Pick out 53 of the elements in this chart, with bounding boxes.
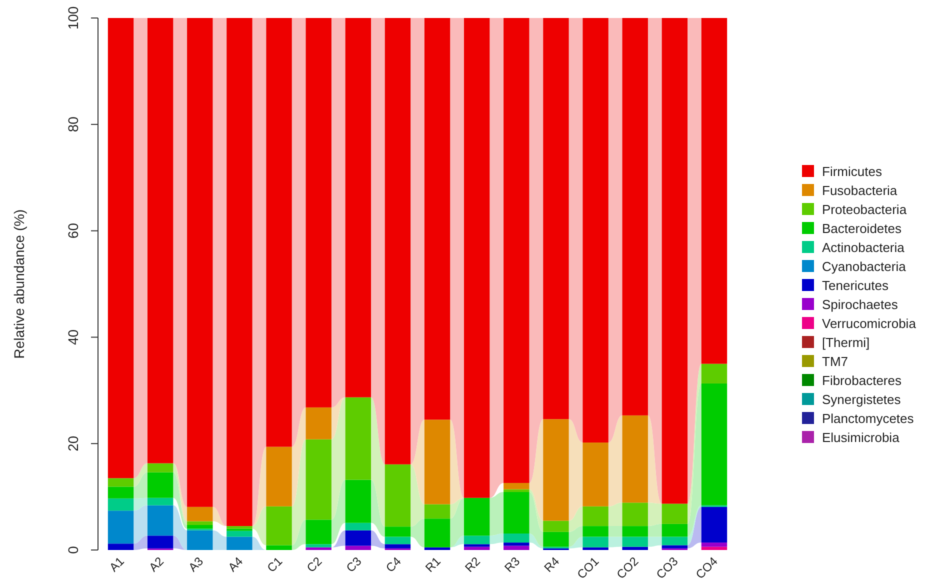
bar (226, 526, 252, 529)
x-tick-label: C1 (264, 554, 286, 575)
legend-label: Bacteroidetes (822, 221, 902, 236)
legend-label: Fusobacteria (822, 183, 898, 198)
legend-label: [Thermi] (822, 335, 870, 350)
bar (464, 544, 490, 547)
x-tick-label: R2 (462, 554, 484, 575)
bar (504, 489, 530, 492)
bar (504, 482, 530, 490)
bar (345, 546, 372, 550)
x-tick-label: CO1 (574, 554, 602, 582)
legend-label: TM7 (822, 354, 848, 369)
y-tick-label: 80 (65, 116, 81, 132)
bar (622, 546, 648, 550)
x-tick-label: C2 (304, 554, 325, 575)
y-tick-label: 0 (65, 546, 81, 554)
x-tick-label: R1 (422, 554, 444, 575)
bar (701, 542, 728, 547)
x-tick-label: R3 (502, 554, 523, 575)
bar (701, 546, 728, 550)
x-tick-label: A2 (146, 554, 167, 575)
x-tick-label: A4 (225, 554, 246, 575)
y-tick-label: 40 (65, 329, 81, 345)
bar (424, 547, 450, 550)
bar (701, 364, 728, 384)
y-axis-title: Relative abundance (%) (11, 209, 27, 359)
y-tick-label: 60 (65, 222, 81, 239)
legend-label: Planctomycetes (822, 411, 914, 426)
x-tick-label: C4 (383, 554, 404, 575)
x-tick-label: A1 (106, 554, 128, 575)
legend-label: Proteobacteria (822, 202, 908, 217)
bar (187, 524, 213, 529)
legend-label: Actinobacteria (822, 240, 906, 255)
legend-label: Firmicutes (822, 164, 882, 179)
legend-label: Spirochaetes (822, 297, 898, 312)
legend-label: Synergistetes (822, 392, 902, 407)
bar (306, 544, 332, 548)
y-tick-label: 100 (65, 6, 81, 30)
legend-label: Tenericutes (822, 278, 889, 293)
x-tick-label: A3 (186, 554, 206, 575)
y-tick-label: 20 (65, 436, 81, 452)
x-tick-label: C3 (344, 554, 365, 575)
bar (187, 521, 213, 525)
legend-label: Verrucomicrobia (822, 316, 917, 331)
bar (345, 522, 372, 530)
legend-label: Elusimicrobia (822, 430, 900, 445)
bar (582, 547, 608, 550)
bar (306, 547, 332, 550)
bar (384, 544, 411, 548)
legend-label: Cyanobacteria (822, 259, 907, 274)
x-tick-label: R4 (541, 554, 562, 575)
legend-label: Fibrobacteres (822, 373, 902, 388)
bar (464, 546, 490, 550)
